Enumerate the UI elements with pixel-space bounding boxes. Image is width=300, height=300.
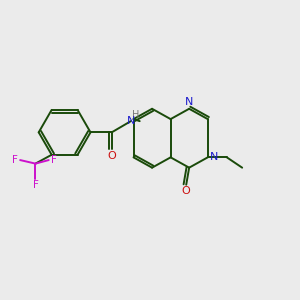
Text: N: N xyxy=(210,152,218,162)
Text: O: O xyxy=(182,186,190,196)
Text: F: F xyxy=(32,180,38,190)
Text: N: N xyxy=(185,97,193,107)
Text: F: F xyxy=(51,155,57,165)
Text: N: N xyxy=(127,116,136,126)
Text: F: F xyxy=(12,155,18,165)
Text: O: O xyxy=(107,151,116,161)
Text: H: H xyxy=(133,110,140,120)
